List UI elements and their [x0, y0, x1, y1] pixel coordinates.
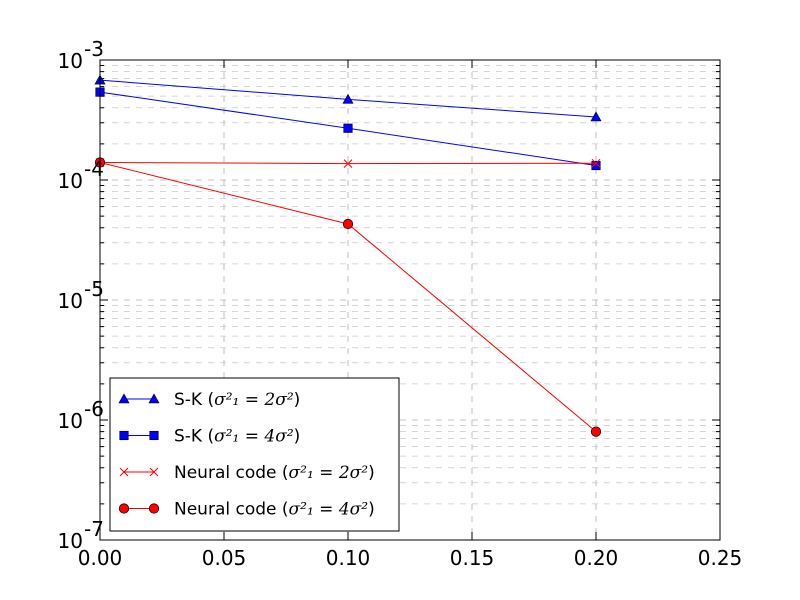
y-tick-label-exponent: -6: [84, 397, 104, 421]
y-tick-label: 10: [58, 49, 83, 73]
circle-marker: [148, 503, 160, 514]
y-tick-label-exponent: -3: [84, 37, 104, 61]
y-axis-tick-labels: 10-710-610-510-410-3: [58, 37, 104, 553]
y-tick-label-exponent: -5: [84, 277, 104, 301]
legend-box: [109, 377, 400, 532]
x-tick-label: 0.10: [326, 546, 371, 570]
circle-marker: [590, 426, 602, 437]
x-marker-stroke: [591, 158, 601, 168]
x-marker: [119, 467, 129, 477]
triangle-marker: [148, 393, 160, 404]
y-tick-label-exponent: -7: [84, 517, 104, 541]
triangle-marker: [118, 393, 130, 404]
legend-item: S-K (σ²₁ = 2σ²): [118, 390, 300, 410]
x-tick-label: 0.00: [78, 546, 123, 570]
circle-marker: [342, 218, 354, 230]
square-marker: [149, 430, 159, 441]
x-marker: [591, 158, 601, 168]
x-marker: [343, 159, 353, 168]
square-marker: [119, 430, 129, 441]
x-tick-label: 0.05: [202, 546, 247, 570]
x-marker: [149, 467, 159, 477]
y-tick-label: 10: [58, 529, 83, 553]
square-marker: [343, 123, 353, 133]
y-tick-label-exponent: -4: [84, 157, 104, 181]
x-tick-label: 0.25: [698, 546, 743, 570]
legend-label: Neural code (σ²₁ = 2σ²): [174, 463, 375, 483]
legend-label: Neural code (σ²₁ = 4σ²): [174, 500, 375, 520]
series-1: [94, 74, 602, 122]
axis-ticks: [99, 59, 721, 541]
x-tick-label: 0.20: [574, 546, 619, 570]
circle-marker: [118, 503, 130, 514]
x-marker-stroke: [343, 159, 353, 168]
data-series: [94, 74, 602, 437]
y-tick-label: 10: [58, 289, 83, 313]
y-tick-label: 10: [58, 169, 83, 193]
grid-lines: [100, 60, 720, 540]
legend-item: Neural code (σ²₁ = 4σ²): [118, 500, 375, 520]
y-tick-label: 10: [58, 409, 83, 433]
legend-label: S-K (σ²₁ = 2σ²): [174, 390, 300, 410]
triangle-marker: [590, 111, 602, 122]
legend-label: S-K (σ²₁ = 4σ²): [174, 427, 300, 447]
legend-item: Neural code (σ²₁ = 2σ²): [119, 463, 375, 483]
x-tick-label: 0.15: [450, 546, 495, 570]
square-marker: [591, 160, 601, 171]
triangle-marker: [342, 93, 354, 104]
x-axis-tick-labels: 0.00 0.05 0.10 0.15 0.20 0.25: [78, 546, 743, 570]
x-marker-stroke: [149, 467, 159, 477]
legend-item: S-K (σ²₁ = 4σ²): [119, 427, 300, 447]
legend: S-K (σ²₁ = 2σ²) S-K (σ²₁ = 4σ²) Neural cod…: [109, 377, 400, 532]
x-marker-stroke: [119, 467, 129, 477]
